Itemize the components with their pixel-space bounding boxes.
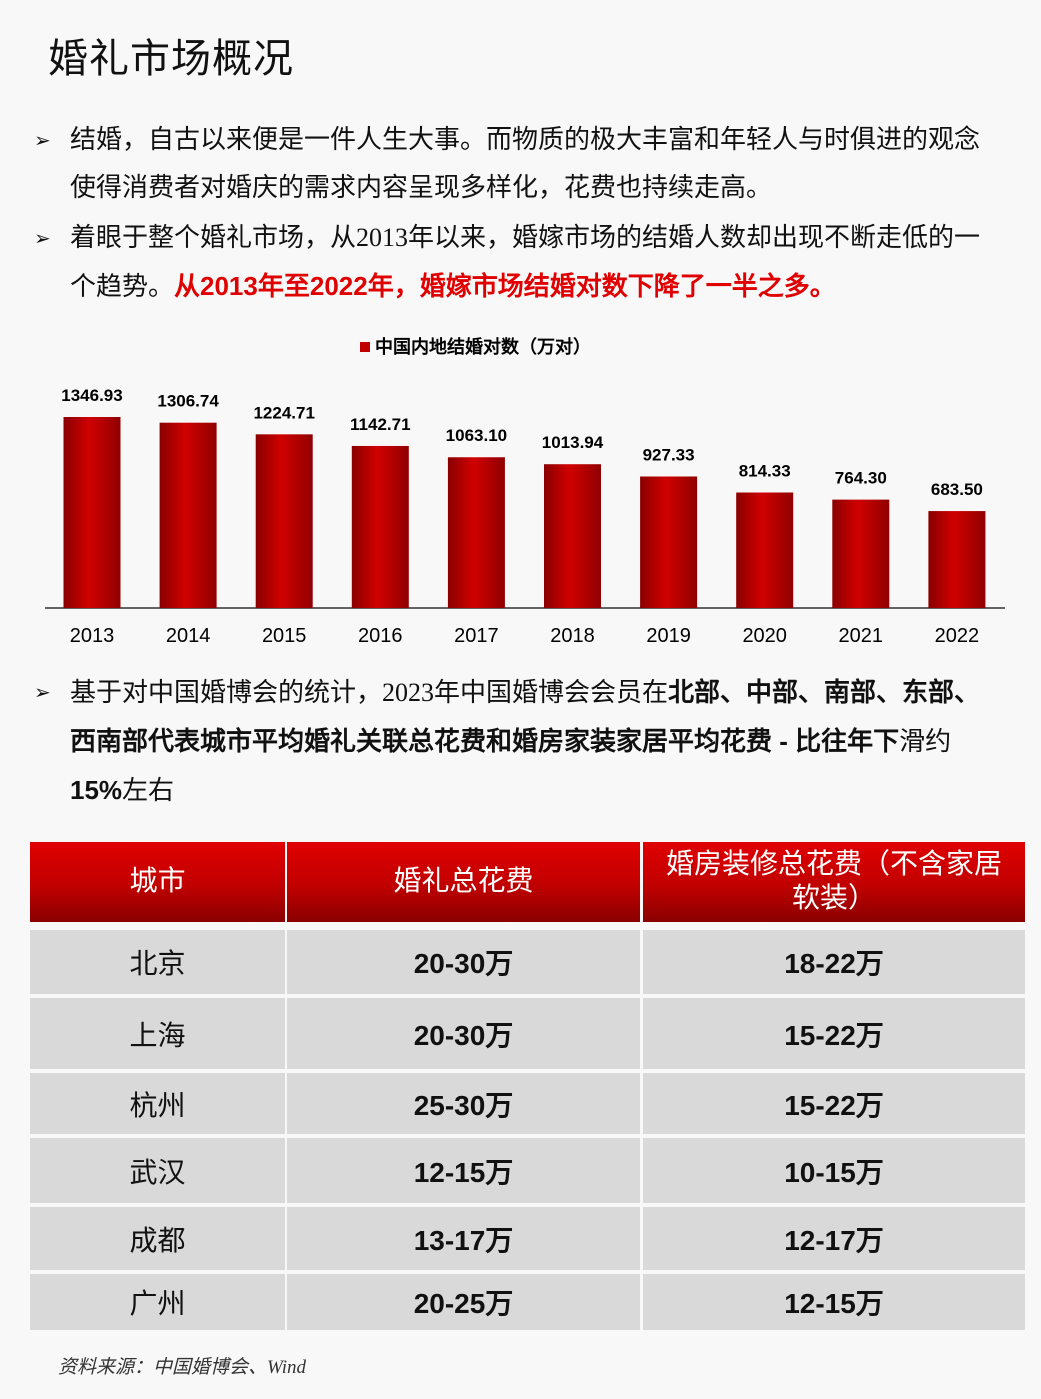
x-tick-label: 2015 <box>262 625 307 647</box>
table-cell: 上海 <box>30 998 285 1069</box>
bullet-arrow: ➢ <box>34 128 51 152</box>
bar <box>832 499 890 608</box>
table-cell: 15-22万 <box>643 1073 1025 1134</box>
bullet-text: 着眼于整个婚礼市场，从2013年以来，婚嫁市场的结婚人数却出现不断走低的一个趋势… <box>70 223 981 301</box>
table-cell: 12-15万 <box>643 1274 1025 1330</box>
table-cell: 成都 <box>30 1207 285 1270</box>
bullet-text: 左右 <box>122 776 175 805</box>
table-cell: 12-17万 <box>643 1207 1025 1270</box>
data-label: 1013.94 <box>542 433 604 452</box>
x-tick-label: 2022 <box>935 625 980 647</box>
bar <box>928 511 986 608</box>
bar <box>640 476 698 608</box>
x-tick-label: 2021 <box>839 625 884 647</box>
data-label: 764.30 <box>835 469 887 488</box>
table-cell: 20-30万 <box>287 998 640 1069</box>
table-cell: 20-25万 <box>287 1274 640 1330</box>
table-cell: 武汉 <box>30 1138 285 1203</box>
table-cell: 18-22万 <box>643 930 1025 994</box>
bullet-text: 结婚，自古以来便是一件人生大事。而物质的极大丰富和年轻人与时俱进的观念使得消费者… <box>70 125 981 202</box>
data-label: 814.33 <box>739 462 791 481</box>
table-header-cell: 婚房装修总花费（不含家居软装） <box>643 842 1025 922</box>
data-label: 1346.93 <box>61 386 122 405</box>
bar <box>447 457 505 608</box>
table-cell: 13-17万 <box>287 1207 640 1270</box>
bullet: ➢ 结婚，自古以来便是一件人生大事。而物质的极大丰富和年轻人与时俱进的观念使得消费… <box>34 116 999 212</box>
bullet-text: 基于对中国婚博会的统计，2023年中国婚博会会员在 <box>70 678 669 707</box>
bar <box>255 434 313 608</box>
table-cell: 25-30万 <box>287 1073 640 1134</box>
data-label: 927.33 <box>643 446 695 465</box>
bar <box>63 417 121 608</box>
table-cell: 15-22万 <box>643 998 1025 1069</box>
x-tick-label: 2019 <box>646 625 691 647</box>
chart: 中国内地结婚对数（万对） 1346.93 2013 1306.74 2014 1224.7… <box>45 336 1005 647</box>
x-tick-label: 2014 <box>166 625 211 647</box>
x-tick-label: 2016 <box>358 625 403 647</box>
table-cell: 12-15万 <box>287 1138 640 1203</box>
bullet-arrow: ➢ <box>34 680 51 704</box>
source: 资料来源：中国婚博会、Wind <box>58 1357 307 1378</box>
legend-label: 中国内地结婚对数（万对） <box>375 336 591 357</box>
bullet-text: 北部、中部、南部、东部、西南部代表城市平均婚礼关联总花费和婚房家装家居平均花费 … <box>70 677 981 756</box>
table-cell: 10-15万 <box>643 1138 1025 1203</box>
data-label: 1306.74 <box>157 392 219 411</box>
table-header-cell: 婚礼总花费 <box>287 842 640 922</box>
x-tick-label: 2017 <box>454 625 499 647</box>
x-tick-label: 2018 <box>550 625 595 647</box>
bullet: ➢ 基于对中国婚博会的统计，2023年中国婚博会会员在北部、中部、南部、东部、西南… <box>34 668 999 815</box>
data-label: 1142.71 <box>350 415 411 434</box>
data-label: 683.50 <box>931 480 983 499</box>
bar <box>351 445 409 608</box>
bullet: ➢ 着眼于整个婚礼市场，从2013年以来，婚嫁市场的结婚人数却出现不断走低的一个趋… <box>34 214 999 311</box>
bullet-text: 从2013年至2022年，婚嫁市场结婚对数下降了一半之多。 <box>174 271 836 301</box>
page-title: 婚礼市场概况 <box>48 36 294 81</box>
bullet-text: 滑约 <box>899 727 952 756</box>
bar <box>159 422 217 608</box>
table-header-cell: 城市 <box>30 842 285 922</box>
table-cell: 广州 <box>30 1274 285 1330</box>
bullet-text: 15% <box>70 775 123 805</box>
bar <box>736 492 794 608</box>
table-cell: 20-30万 <box>287 930 640 994</box>
table-cell: 北京 <box>30 930 285 994</box>
legend-swatch <box>360 342 370 352</box>
x-tick-label: 2013 <box>70 625 115 647</box>
data-label: 1224.71 <box>253 403 314 422</box>
bullet-arrow: ➢ <box>34 226 51 250</box>
bar <box>544 464 601 608</box>
table-cell: 杭州 <box>30 1073 285 1134</box>
x-tick-label: 2020 <box>742 625 787 647</box>
data-label: 1063.10 <box>446 426 507 445</box>
